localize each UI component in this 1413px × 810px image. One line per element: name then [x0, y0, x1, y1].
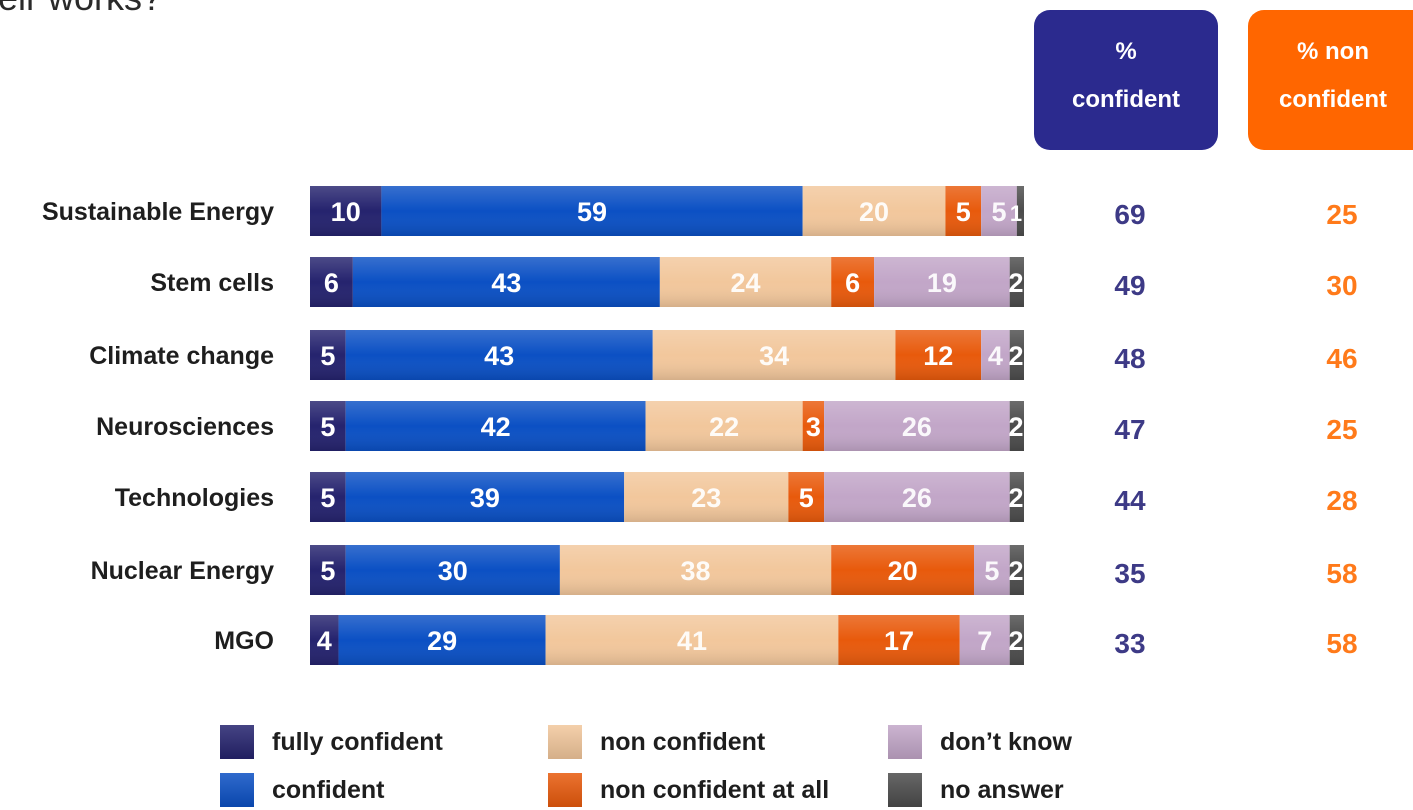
header-percent-non-confident: % non confident — [1248, 10, 1413, 150]
data-label-nuclear-energy-confident: 30 — [438, 556, 468, 586]
data-label-climate-change-confident: 43 — [484, 341, 514, 371]
total-confident-mgo: 33 — [1114, 628, 1145, 659]
data-label-neurosciences-non-confident-at-all: 3 — [806, 412, 821, 442]
total-non-confident-technologies: 28 — [1326, 485, 1357, 516]
data-label-climate-change-non-confident-at-all: 12 — [923, 341, 953, 371]
legend-swatch-no-answer — [888, 773, 922, 807]
data-label-mgo-no-answer: 2 — [1008, 626, 1023, 656]
legend-swatch-dont-know — [888, 725, 922, 759]
data-label-climate-change-fully-confident: 5 — [320, 341, 335, 371]
page-title-fragment: eir works? — [0, 0, 162, 18]
legend-item-no-answer: no answer — [888, 770, 1064, 810]
legend: fully confident confident non confident non… — [0, 718, 1413, 807]
legend-label-dont-know: don’t know — [940, 727, 1072, 756]
legend-item-dont-know: don’t know — [888, 722, 1072, 762]
data-label-sustainable-energy-non-confident-at-all: 5 — [956, 197, 971, 227]
data-label-neurosciences-fully-confident: 5 — [320, 412, 335, 442]
data-label-nuclear-energy-fully-confident: 5 — [320, 556, 335, 586]
data-label-technologies-dont-know: 26 — [902, 483, 932, 513]
data-label-sustainable-energy-non-confident: 20 — [859, 197, 889, 227]
legend-item-non-confident: non confident — [548, 722, 765, 762]
legend-item-confident: confident — [220, 770, 385, 810]
data-label-mgo-confident: 29 — [427, 626, 457, 656]
data-label-stem-cells-non-confident: 24 — [731, 268, 761, 298]
data-label-nuclear-energy-dont-know: 5 — [984, 556, 999, 586]
legend-item-fully-confident: fully confident — [220, 722, 443, 762]
data-label-mgo-fully-confident: 4 — [317, 626, 332, 656]
data-label-neurosciences-confident: 42 — [481, 412, 511, 442]
total-non-confident-stem-cells: 30 — [1326, 270, 1357, 301]
data-label-mgo-non-confident-at-all: 17 — [884, 626, 914, 656]
data-label-sustainable-energy-confident: 59 — [577, 197, 607, 227]
category-label-mgo: MGO — [214, 627, 274, 655]
legend-swatch-fully-confident — [220, 725, 254, 759]
data-label-nuclear-energy-non-confident: 38 — [681, 556, 711, 586]
total-confident-stem-cells: 49 — [1114, 270, 1145, 301]
total-confident-technologies: 44 — [1114, 485, 1146, 516]
data-label-sustainable-energy-no-answer: 1 — [1010, 201, 1022, 226]
data-label-neurosciences-no-answer: 2 — [1008, 412, 1023, 442]
data-label-technologies-non-confident-at-all: 5 — [799, 483, 814, 513]
legend-swatch-non-confident-at-all — [548, 773, 582, 807]
data-label-technologies-fully-confident: 5 — [320, 483, 335, 513]
header-percent-confident-label: % confident — [1072, 38, 1180, 113]
legend-label-confident: confident — [272, 775, 385, 804]
data-label-mgo-dont-know: 7 — [977, 626, 992, 656]
data-label-sustainable-energy-fully-confident: 10 — [331, 197, 361, 227]
data-label-climate-change-no-answer: 2 — [1008, 341, 1023, 371]
category-label-neurosciences: Neurosciences — [96, 413, 274, 441]
total-non-confident-mgo: 58 — [1326, 628, 1357, 659]
category-label-technologies: Technologies — [115, 484, 274, 512]
header-percent-confident: % confident — [1034, 10, 1218, 150]
total-non-confident-nuclear-energy: 58 — [1326, 558, 1357, 589]
data-label-neurosciences-dont-know: 26 — [902, 412, 932, 442]
total-confident-climate-change: 48 — [1114, 343, 1145, 374]
legend-label-non-confident: non confident — [600, 727, 766, 756]
total-non-confident-neurosciences: 25 — [1326, 414, 1357, 445]
data-label-technologies-non-confident: 23 — [691, 483, 721, 513]
category-label-sustainable-energy: Sustainable Energy — [42, 198, 274, 226]
category-label-climate-change: Climate change — [89, 342, 274, 370]
legend-label-no-answer: no answer — [940, 775, 1064, 804]
total-non-confident-climate-change: 46 — [1326, 343, 1357, 374]
data-label-nuclear-energy-non-confident-at-all: 20 — [888, 556, 918, 586]
legend-item-non-confident-at-all: non confident at all — [548, 770, 829, 810]
total-confident-sustainable-energy: 69 — [1114, 199, 1145, 230]
data-label-sustainable-energy-dont-know: 5 — [991, 197, 1006, 227]
data-label-nuclear-energy-no-answer: 2 — [1008, 556, 1023, 586]
total-confident-nuclear-energy: 35 — [1114, 558, 1145, 589]
data-label-climate-change-non-confident: 34 — [759, 341, 789, 371]
data-label-mgo-non-confident: 41 — [677, 626, 707, 656]
category-label-nuclear-energy: Nuclear Energy — [91, 557, 275, 585]
legend-label-non-confident-at-all: non confident at all — [600, 775, 830, 804]
legend-swatch-confident — [220, 773, 254, 807]
category-label-stem-cells: Stem cells — [150, 269, 274, 297]
data-label-stem-cells-fully-confident: 6 — [324, 268, 339, 298]
data-label-neurosciences-non-confident: 22 — [709, 412, 739, 442]
legend-label-fully-confident: fully confident — [272, 727, 443, 756]
data-label-stem-cells-confident: 43 — [491, 268, 521, 298]
total-confident-neurosciences: 47 — [1114, 414, 1145, 445]
total-non-confident-sustainable-energy: 25 — [1326, 199, 1357, 230]
header-percent-non-confident-label: % non confident — [1279, 38, 1387, 113]
legend-swatch-non-confident — [548, 725, 582, 759]
data-label-climate-change-dont-know: 4 — [988, 341, 1003, 371]
data-label-stem-cells-no-answer: 2 — [1008, 268, 1023, 298]
data-label-technologies-confident: 39 — [470, 483, 500, 513]
data-label-technologies-no-answer: 2 — [1008, 483, 1023, 513]
data-label-stem-cells-dont-know: 19 — [927, 268, 957, 298]
data-label-stem-cells-non-confident-at-all: 6 — [845, 268, 860, 298]
